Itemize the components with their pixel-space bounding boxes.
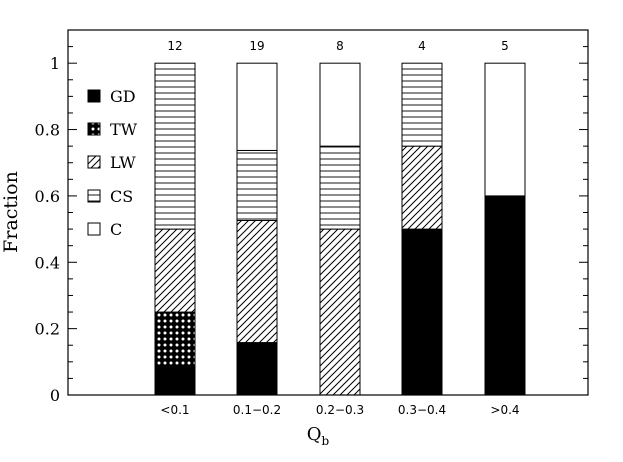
- bars-layer: [154, 62, 526, 396]
- y-tick-label: 0.6: [35, 187, 60, 206]
- x-tick-label: 0.3−0.4: [398, 403, 446, 417]
- bar-segment-c-4: [484, 62, 526, 197]
- y-tick-label: 1: [50, 54, 60, 73]
- legend-swatch-c: [87, 222, 101, 236]
- bar-segment-gd-3: [401, 228, 443, 396]
- bar-segment-cs-2: [319, 145, 361, 230]
- y-axis-title: Fraction: [0, 171, 22, 253]
- bar-count-label: 5: [501, 39, 509, 53]
- x-tick-label: 0.2−0.3: [316, 403, 364, 417]
- legend-label-lw: LW: [110, 153, 136, 172]
- x-tick-label: >0.4: [490, 403, 519, 417]
- bar-segment-gd-0: [154, 366, 196, 396]
- bar-count-label: 4: [418, 39, 426, 53]
- legend-swatch-tw: [87, 122, 101, 136]
- legend-label-c: C: [110, 220, 122, 239]
- legend-label-gd: GD: [110, 87, 136, 106]
- x-axis-title-subscript: b: [322, 434, 330, 448]
- x-tick-label: <0.1: [160, 403, 189, 417]
- x-axis-title: Qb: [307, 424, 330, 448]
- y-tick-label: 0.4: [35, 253, 60, 272]
- axes-layer: [67, 29, 589, 396]
- bar-segment-tw-0: [154, 311, 196, 368]
- x-axis-title-main: Q: [307, 424, 322, 445]
- bar-segment-cs-3: [401, 62, 443, 147]
- bar-segment-c-2: [319, 62, 361, 147]
- labels-layer: 0 0.2 0.4 0.6 0.8 1 <0.1 0.1−0.2 0.2−0.3 0.3−0.4 >…: [35, 39, 520, 417]
- bar-segment-gd-1: [236, 342, 278, 396]
- bar-segment-cs-0: [154, 62, 196, 230]
- legend: GD TW LW CS C: [87, 87, 138, 239]
- bar-count-label: 12: [167, 39, 182, 53]
- legend-swatch-gd: [87, 89, 101, 103]
- bar-segment-c-1: [236, 62, 278, 151]
- legend-swatch-lw: [87, 155, 101, 169]
- bar-segment-lw-3: [401, 145, 443, 230]
- legend-label-tw: TW: [110, 120, 138, 139]
- bar-count-label: 8: [336, 39, 344, 53]
- legend-label-cs: CS: [110, 187, 133, 206]
- bar-segment-gd-4: [484, 195, 526, 396]
- x-tick-label: 0.1−0.2: [233, 403, 281, 417]
- bar-segment-cs-1: [236, 149, 278, 221]
- y-tick-label: 0.8: [35, 121, 60, 140]
- y-tick-label: 0: [50, 386, 60, 405]
- legend-swatch-cs: [87, 189, 101, 203]
- bar-count-label: 19: [249, 39, 264, 53]
- y-tick-label: 0.2: [35, 320, 60, 339]
- bar-segment-lw-2: [319, 228, 361, 396]
- bar-segment-lw-0: [154, 228, 196, 313]
- bar-segment-lw-1: [236, 219, 278, 344]
